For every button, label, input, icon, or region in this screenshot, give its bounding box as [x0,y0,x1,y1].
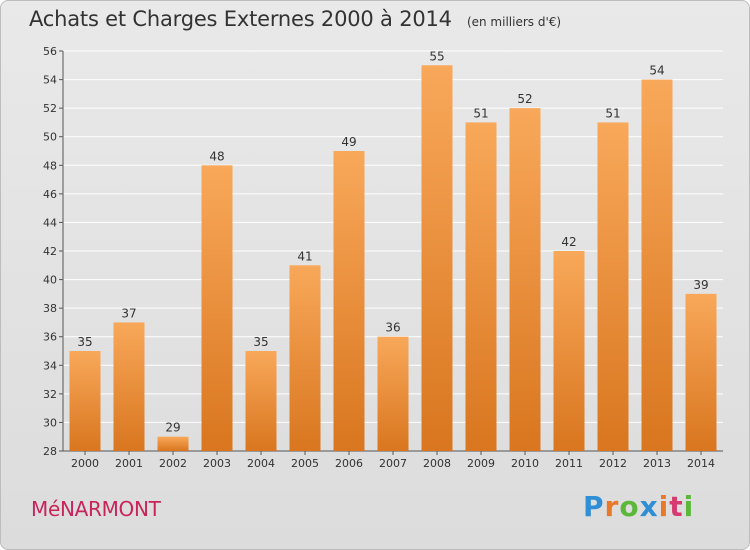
x-tick-label: 2005 [291,457,319,470]
chart-subtitle: (en milliers d'€) [466,15,562,29]
x-tick-label: 2002 [159,457,187,470]
y-tick-label: 30 [43,416,57,429]
commune-name: MéNARMONT [31,497,161,521]
bar [69,351,101,451]
bar [201,165,233,452]
bar [245,351,277,451]
chart-title: Achats et Charges Externes 2000 à 2014 [29,7,452,31]
data-label: 52 [517,92,532,106]
bar [333,151,365,451]
bar [641,79,673,452]
data-label: 42 [561,235,576,249]
proxiti-logo: Proxiti [583,490,694,523]
logo-letter: o [619,490,640,523]
x-tick-label: 2010 [511,457,539,470]
x-tick-label: 2009 [467,457,495,470]
x-tick-label: 2006 [335,457,363,470]
bar [553,251,585,451]
bar [289,265,321,451]
y-tick-label: 46 [43,188,57,201]
bar [509,108,541,452]
label-layer: 35 37 29 48 35 41 49 36 55 51 52 42 51 54 39 [77,49,708,434]
y-tick-label: 52 [43,102,57,115]
x-tick-label: 2008 [423,457,451,470]
data-label: 41 [297,249,312,263]
y-tick-label: 32 [43,388,57,401]
data-label: 54 [649,64,664,78]
y-tick-label: 38 [43,302,57,315]
x-tick-label: 2003 [203,457,231,470]
bar [113,322,145,451]
data-label: 36 [385,321,400,335]
data-label: 39 [693,278,708,292]
logo-letter: i [683,490,695,523]
x-tick-label: 2004 [247,457,275,470]
bar [685,293,717,451]
bar [597,122,629,451]
x-tick-label: 2014 [687,457,715,470]
data-label: 51 [473,106,488,120]
y-tick-label: 54 [43,74,57,87]
data-label: 35 [77,335,92,349]
logo-letter: r [604,490,620,523]
data-label: 37 [121,306,136,320]
y-tick-label: 28 [43,445,57,458]
data-label: 48 [209,149,224,163]
x-tick-label: 2007 [379,457,407,470]
data-label: 29 [165,421,180,435]
bar [377,336,409,451]
x-tick-label: 2001 [115,457,143,470]
y-tick-label: 34 [43,359,57,372]
bar-layer [69,65,717,452]
logo-letter: x [639,490,659,523]
y-tick-label: 56 [43,45,57,58]
logo-letter: P [583,490,605,523]
y-tick-label: 42 [43,245,57,258]
x-tick-label: 2000 [71,457,99,470]
y-tick-label: 48 [43,159,57,172]
data-label: 35 [253,335,268,349]
y-tick-label: 40 [43,274,57,287]
logo-letter: t [669,490,684,523]
x-tick-label: 2011 [555,457,583,470]
y-tick-label: 50 [43,131,57,144]
bar [465,122,497,451]
logo-letter: i [658,490,670,523]
x-tick-label: 2012 [599,457,627,470]
data-label: 51 [605,106,620,120]
data-label: 49 [341,135,356,149]
data-label: 55 [429,49,444,63]
bar [157,436,189,451]
y-tick-label: 36 [43,331,57,344]
chart-title-block: Achats et Charges Externes 2000 à 2014 (… [29,7,561,31]
y-tick-label: 44 [43,216,57,229]
x-tick-label: 2013 [643,457,671,470]
bar [421,65,453,452]
